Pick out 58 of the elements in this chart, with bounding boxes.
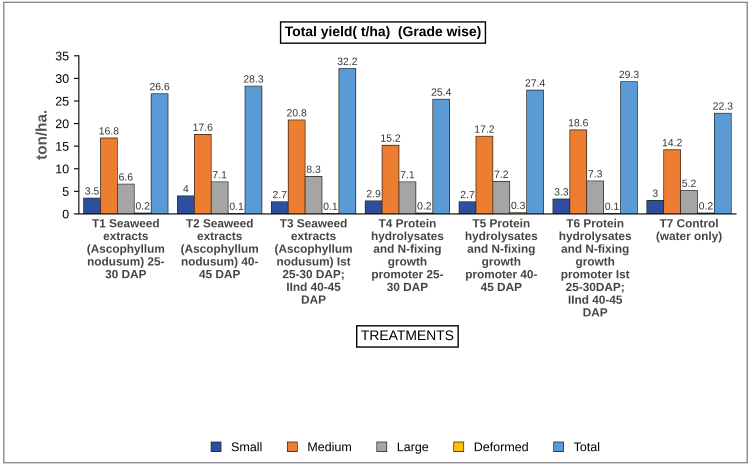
data-label: 0.2: [136, 202, 150, 210]
chart-title: Total yield( t/ha) (Grade wise): [284, 26, 481, 40]
data-label: 28.3: [244, 75, 264, 83]
data-label: 20.8: [287, 109, 306, 116]
data-label: 2.7: [273, 190, 286, 198]
y-tick-label: 20: [56, 119, 69, 128]
legend-label: Deformed: [474, 442, 528, 452]
x-tick-label: T4 Protein hydrolysates and N-fixing growth promoter 25- 30 DAP: [372, 218, 444, 292]
data-label: 7.1: [212, 171, 226, 178]
y-tick-label: 30: [56, 74, 69, 84]
data-label: 0.3: [511, 202, 525, 210]
x-tick-label: T3 Seaweed extracts (Ascophyllum nodusum) Ist 25-30 DAP; IInd 40-45 DAP: [275, 218, 352, 304]
legend-label: Total: [574, 442, 600, 452]
data-label: 7.3: [588, 170, 602, 178]
data-label: 3: [652, 190, 658, 197]
data-label: 0.1: [605, 202, 619, 210]
data-label: 0.2: [417, 202, 432, 210]
data-label: 27.4: [525, 79, 545, 87]
data-label: 2.7: [460, 190, 474, 198]
data-label: 8.3: [306, 166, 320, 173]
y-tick-label: 5: [62, 187, 69, 196]
data-label: 2.9: [366, 190, 380, 198]
data-label: 25.4: [432, 88, 452, 96]
data-label: 32.2: [338, 58, 357, 65]
data-label: 26.6: [150, 82, 170, 90]
x-tick-label: T5 Protein hydrolysates and N-fixing growth promoter 40- 45 DAP: [466, 218, 538, 292]
data-label: 15.2: [381, 134, 400, 142]
legend-label: Small: [232, 442, 262, 452]
data-label: 7.1: [400, 171, 414, 178]
legend-label: Medium: [308, 442, 351, 452]
data-label: 22.3: [713, 102, 733, 110]
y-tick-label: 10: [56, 164, 69, 174]
y-tick-label: 35: [56, 52, 69, 60]
y-tick-label: 25: [56, 96, 69, 106]
data-label: 4: [183, 185, 188, 192]
x-tick-label: T7 Control (water only): [656, 218, 722, 242]
legend-label: Large: [398, 442, 428, 454]
data-label: 7.2: [494, 170, 508, 178]
x-axis-title: TREATMENTS: [361, 330, 454, 340]
data-label: 14.2: [662, 138, 682, 146]
y-tick-label: 0: [62, 210, 69, 219]
data-label: 16.8: [100, 127, 119, 135]
x-tick-label: T1 Seaweed extracts (Ascophyllum nodusum) 25- 30 DAP: [87, 218, 164, 278]
x-tick-label: T2 Seaweed extracts (Ascophyllum nodusum) 40- 45 DAP: [181, 218, 258, 278]
data-label: 3.3: [554, 188, 568, 196]
data-label: 17.2: [475, 125, 494, 133]
y-axis-title: ton/ha.: [35, 110, 47, 160]
y-tick-label: 15: [56, 142, 69, 151]
x-tick-label: T6 Protein hydrolysates and N-fixing growth promoter Ist 25-30DAP; IInd 40-45 DAP: [560, 218, 632, 316]
data-label: 0.1: [324, 202, 338, 210]
data-label: 29.3: [619, 70, 639, 78]
data-label: 5.2: [682, 180, 696, 187]
data-label: 6.6: [119, 173, 133, 181]
data-label: 17.6: [193, 124, 212, 131]
data-label: 0.1: [230, 202, 244, 210]
data-label: 0.2: [699, 202, 713, 210]
data-label: 18.6: [568, 119, 588, 126]
data-label: 3.5: [85, 187, 99, 195]
